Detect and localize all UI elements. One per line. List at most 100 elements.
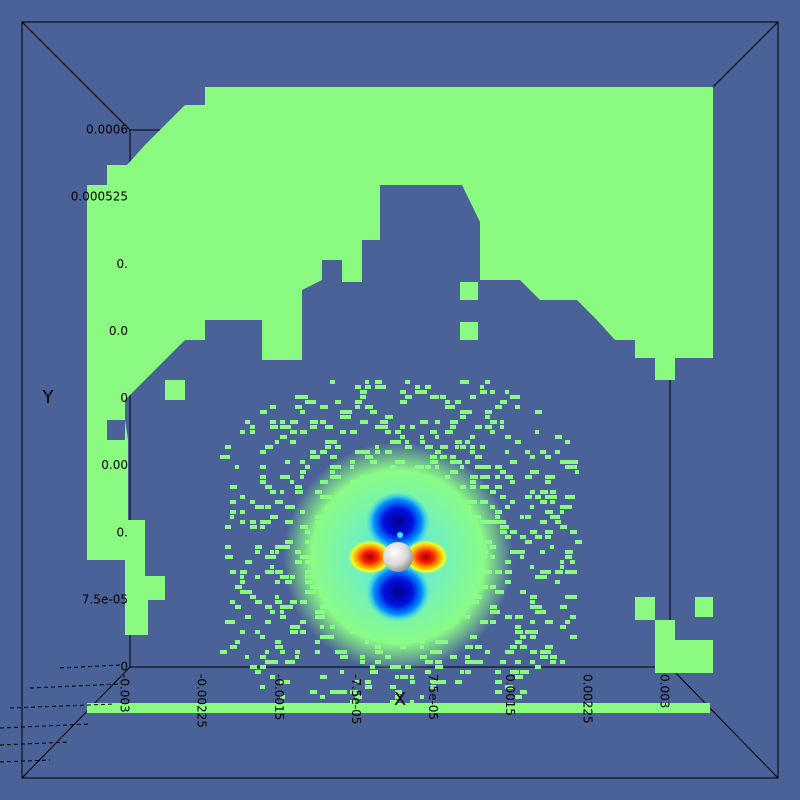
- speckle-cell: [500, 495, 506, 499]
- speckle-cell: [400, 400, 407, 404]
- speckle-cell: [410, 425, 415, 429]
- speckle-cell: [535, 535, 542, 539]
- speckle-cell: [305, 465, 310, 469]
- speckle-cell: [545, 645, 553, 649]
- speckle-cell: [400, 675, 408, 679]
- y-tick-label: 7.5e-05: [82, 592, 128, 606]
- speckle-cell: [275, 570, 283, 574]
- speckle-cell: [545, 620, 553, 624]
- speckle-cell: [280, 575, 286, 579]
- speckle-cell: [330, 455, 337, 459]
- speckle-cell: [375, 380, 382, 384]
- speckle-cell: [330, 440, 337, 444]
- speckle-cell: [285, 605, 293, 609]
- speckle-cell: [475, 465, 481, 469]
- speckle-cell: [240, 495, 245, 499]
- speckle-cell: [370, 410, 377, 414]
- speckle-cell: [435, 420, 440, 424]
- speckle-cell: [320, 675, 324, 679]
- speckle-cell: [390, 440, 398, 444]
- speckle-cell: [335, 445, 341, 449]
- speckle-cell: [375, 425, 382, 429]
- speckle-cell: [520, 550, 525, 554]
- speckle-cell: [290, 505, 295, 509]
- speckle-cell: [545, 455, 551, 459]
- speckle-cell: [525, 630, 532, 634]
- speckle-cell: [530, 650, 537, 654]
- speckle-cell: [235, 605, 241, 609]
- speckle-cell: [420, 420, 428, 424]
- speckle-cell: [310, 425, 317, 429]
- speckle-cell: [400, 435, 405, 439]
- speckle-cell: [560, 505, 566, 509]
- speckle-cell: [240, 510, 245, 514]
- speckle-cell: [255, 550, 260, 554]
- speckle-cell: [525, 475, 532, 479]
- speckle-cell: [285, 505, 291, 509]
- speckle-cell: [310, 690, 317, 694]
- speckle-cell: [370, 670, 378, 674]
- speckle-cell: [495, 465, 502, 469]
- speckle-cell: [255, 505, 260, 509]
- speckle-cell: [465, 380, 469, 384]
- speckle-cell: [490, 430, 495, 434]
- speckle-cell: [565, 595, 572, 599]
- speckle-cell: [245, 420, 250, 424]
- speckle-cell: [510, 550, 516, 554]
- speckle-cell: [525, 540, 532, 544]
- speckle-cell: [540, 610, 545, 614]
- speckle-cell: [310, 450, 316, 454]
- isosurface-floor: [87, 703, 710, 713]
- speckle-cell: [570, 465, 577, 469]
- speckle-cell: [550, 490, 556, 494]
- speckle-cell: [480, 465, 486, 469]
- speckle-cell: [525, 515, 531, 519]
- speckle-cell: [430, 430, 437, 434]
- speckle-cell: [430, 685, 436, 689]
- speckle-cell: [535, 495, 541, 499]
- speckle-cell: [545, 475, 551, 479]
- speckle-cell: [520, 555, 524, 559]
- speckle-cell: [550, 475, 555, 479]
- speckle-cell: [250, 425, 255, 429]
- speckle-cell: [510, 670, 517, 674]
- speckle-cell: [290, 480, 294, 484]
- speckle-cell: [505, 505, 510, 509]
- speckle-cell: [480, 475, 486, 479]
- speckle-cell: [245, 560, 252, 564]
- y-tick-label: 0: [120, 391, 128, 405]
- speckle-cell: [340, 430, 346, 434]
- speckle-cell: [545, 510, 553, 514]
- speckle-cell: [295, 650, 300, 654]
- frame-edge: [669, 666, 779, 779]
- isosurface-cell: [655, 620, 675, 673]
- speckle-cell: [450, 405, 455, 409]
- x-axis-labels: -0.003 -0.00225 -0.0015 -7.5e-05 7.5e-05 0.00…: [118, 674, 672, 728]
- speckle-cell: [235, 585, 242, 589]
- y-tick-label: 0.: [117, 525, 128, 539]
- speckle-cell: [540, 650, 547, 654]
- speckle-cell: [360, 390, 367, 394]
- speckle-cell: [505, 435, 511, 439]
- glyph-line: [0, 723, 91, 729]
- speckle-cell: [520, 670, 525, 674]
- speckle-cell: [245, 655, 249, 659]
- speckle-cell: [530, 505, 534, 509]
- speckle-cell: [450, 425, 456, 429]
- x-tick-label: 7.5e-05: [426, 674, 440, 720]
- speckle-cell: [430, 680, 436, 684]
- speckle-cell: [415, 390, 420, 394]
- speckle-cell: [545, 570, 551, 574]
- speckle-cell: [540, 655, 548, 659]
- speckle-cell: [260, 505, 264, 509]
- speckle-cell: [360, 420, 368, 424]
- speckle-cell: [230, 645, 237, 649]
- speckle-cell: [510, 480, 515, 484]
- speckle-cell: [350, 700, 357, 704]
- speckle-cell: [435, 680, 441, 684]
- speckle-cell: [475, 425, 482, 429]
- speckle-cell: [545, 530, 553, 534]
- speckle-cell: [560, 605, 567, 609]
- speckle-cell: [535, 430, 539, 434]
